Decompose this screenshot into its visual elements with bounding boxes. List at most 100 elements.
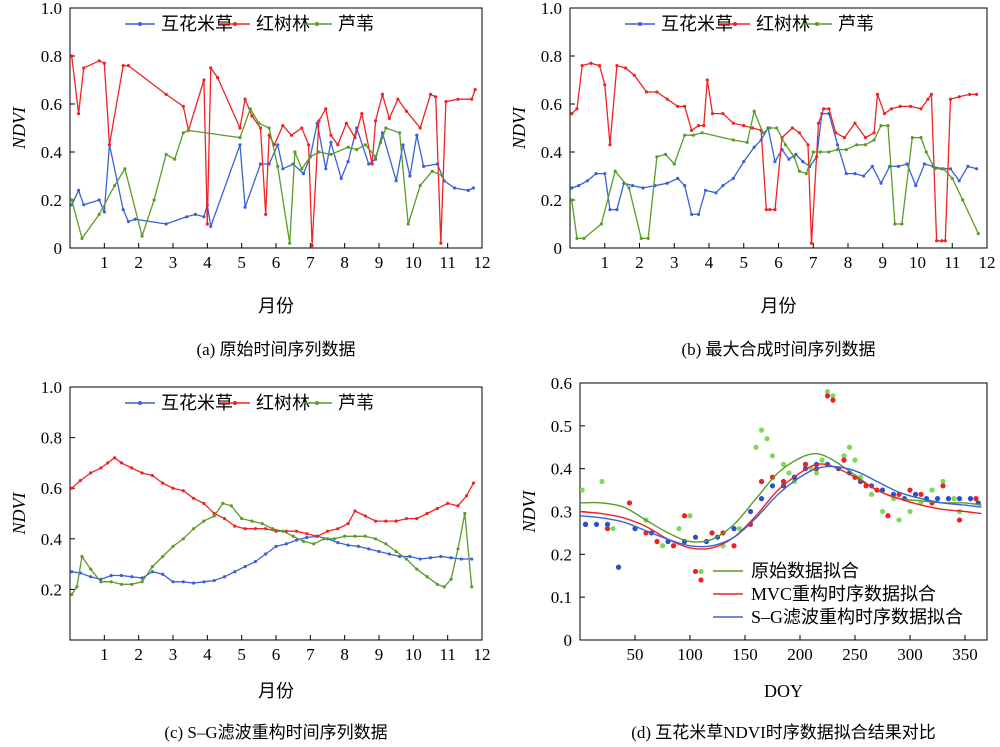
y-tick-label: 0.3 bbox=[551, 503, 572, 522]
data-point bbox=[233, 524, 237, 528]
data-point bbox=[570, 112, 574, 116]
scatter-point bbox=[841, 457, 847, 463]
data-point bbox=[787, 157, 791, 161]
legend-marker bbox=[733, 22, 737, 26]
data-point bbox=[253, 559, 257, 564]
data-point bbox=[192, 496, 196, 500]
data-point bbox=[373, 155, 378, 159]
data-point bbox=[844, 172, 848, 176]
y-tick-label: 0.5 bbox=[551, 417, 572, 436]
data-point bbox=[173, 157, 177, 161]
x-tick-label: 6 bbox=[272, 253, 281, 272]
scatter-point bbox=[698, 577, 704, 583]
y-axis-label: NDVI bbox=[9, 106, 29, 150]
data-point bbox=[404, 557, 409, 561]
x-axis-label: 月份 bbox=[761, 296, 797, 316]
data-point bbox=[209, 224, 213, 228]
scatter-point bbox=[670, 543, 677, 549]
x-tick-label: 3 bbox=[169, 253, 178, 272]
chart-panel-d: 50 100 150 200 250 300 350 0 0.1 0.2 0.3 0.4 0.5 0.6 D… bbox=[519, 374, 988, 742]
data-point bbox=[243, 565, 247, 569]
data-point bbox=[428, 92, 433, 96]
data-point bbox=[696, 212, 701, 216]
data-point bbox=[295, 538, 299, 542]
data-point bbox=[78, 479, 82, 483]
data-point bbox=[456, 97, 460, 101]
data-point bbox=[344, 121, 348, 125]
data-point bbox=[597, 64, 602, 68]
data-point bbox=[941, 167, 946, 171]
scatter-point bbox=[813, 470, 820, 476]
x-tick-label: 350 bbox=[952, 645, 978, 664]
scatter-point bbox=[802, 461, 809, 467]
y-tick-label: 0.6 bbox=[551, 374, 572, 393]
data-point bbox=[89, 575, 93, 579]
data-point bbox=[130, 466, 134, 470]
scatter-point bbox=[912, 491, 919, 497]
data-point bbox=[238, 126, 242, 130]
data-point bbox=[750, 126, 755, 130]
data-point bbox=[464, 494, 469, 498]
data-point bbox=[260, 522, 264, 526]
data-point bbox=[384, 519, 388, 523]
x-tick-label: 4 bbox=[705, 253, 714, 272]
data-point bbox=[119, 573, 124, 578]
data-point bbox=[312, 542, 316, 546]
data-point bbox=[212, 514, 216, 518]
data-point bbox=[442, 585, 446, 589]
data-point bbox=[761, 131, 765, 135]
data-point bbox=[394, 549, 398, 554]
data-point bbox=[181, 580, 185, 584]
data-point bbox=[396, 97, 400, 101]
data-point bbox=[384, 126, 388, 130]
data-point bbox=[943, 239, 947, 243]
data-point bbox=[844, 148, 848, 152]
data-point bbox=[408, 174, 412, 178]
data-point bbox=[898, 104, 902, 108]
data-point bbox=[356, 544, 360, 548]
data-point bbox=[257, 121, 261, 125]
data-point bbox=[801, 160, 805, 164]
data-point bbox=[308, 155, 312, 159]
data-point bbox=[221, 501, 225, 505]
data-point bbox=[353, 534, 357, 538]
data-point bbox=[329, 152, 333, 156]
data-point bbox=[164, 152, 168, 156]
data-point bbox=[827, 150, 831, 154]
data-point bbox=[853, 121, 857, 125]
data-point bbox=[764, 208, 768, 212]
data-point bbox=[307, 143, 311, 147]
y-tick-label: 1.0 bbox=[41, 0, 62, 18]
data-point bbox=[102, 61, 106, 65]
scatter-point bbox=[841, 453, 847, 459]
plot-area bbox=[569, 7, 988, 249]
legend-label: 芦苇 bbox=[338, 393, 374, 413]
scatter-point bbox=[918, 491, 924, 497]
data-point bbox=[775, 126, 779, 130]
y-tick-label: 0.2 bbox=[551, 545, 572, 564]
data-point bbox=[702, 124, 706, 128]
chart-panel-b: 1 2 3 4 5 6 7 8 9 10 11 1200.20.40.60.81.0月份NDVI(b)… bbox=[509, 0, 996, 359]
x-tick-label: 200 bbox=[787, 645, 813, 664]
scatter-point bbox=[676, 526, 682, 532]
x-tick-label: 2 bbox=[635, 253, 644, 272]
data-point bbox=[470, 557, 474, 561]
y-tick-label: 0.2 bbox=[41, 580, 62, 599]
data-point bbox=[336, 527, 340, 531]
data-point bbox=[185, 215, 189, 219]
data-point bbox=[470, 585, 474, 589]
data-point bbox=[161, 572, 165, 576]
x-tick-label: 1 bbox=[100, 645, 109, 664]
y-tick-label: 0.4 bbox=[41, 143, 63, 162]
data-point bbox=[171, 486, 175, 490]
scatter-point bbox=[929, 487, 935, 493]
data-point bbox=[768, 126, 772, 130]
data-point bbox=[797, 131, 801, 135]
data-point bbox=[373, 537, 378, 541]
scatter-point bbox=[896, 517, 902, 523]
data-point bbox=[889, 107, 894, 111]
data-point bbox=[70, 198, 74, 202]
data-point bbox=[924, 150, 928, 154]
legend-marker bbox=[138, 22, 142, 26]
y-tick-label: 0.6 bbox=[41, 479, 62, 498]
